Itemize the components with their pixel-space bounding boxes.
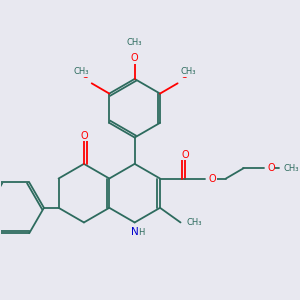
Text: H: H: [138, 228, 145, 237]
Text: CH₃: CH₃: [181, 67, 196, 76]
Text: O: O: [181, 70, 188, 80]
Text: O: O: [80, 131, 88, 141]
Text: O: O: [81, 70, 88, 80]
Text: CH₃: CH₃: [187, 218, 202, 227]
Text: O: O: [181, 150, 189, 160]
Text: O: O: [267, 163, 275, 173]
Text: CH₃: CH₃: [283, 164, 299, 173]
Text: O: O: [131, 53, 139, 63]
Text: N: N: [131, 227, 139, 238]
Text: CH₃: CH₃: [127, 38, 142, 47]
Text: O: O: [208, 173, 216, 184]
Text: CH₃: CH₃: [74, 67, 89, 76]
